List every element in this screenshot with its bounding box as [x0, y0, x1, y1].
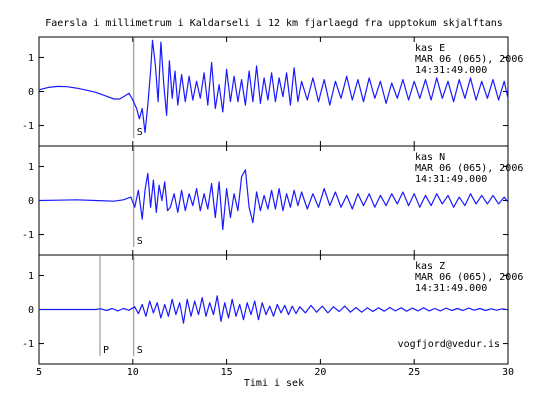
x-tick-label: 5: [36, 367, 42, 378]
phase-marker-label: S: [137, 127, 143, 138]
y-tick-label: 1: [28, 162, 34, 173]
chart-title: Faersla i millimetrum i Kaldarseli i 12 …: [45, 18, 503, 29]
x-tick-label: 10: [127, 367, 139, 378]
phase-marker-label: S: [137, 345, 143, 356]
y-tick-label: 0: [28, 196, 34, 207]
y-tick-label: 0: [28, 87, 34, 98]
y-tick-label: 0: [28, 305, 34, 316]
waveform-line: [39, 295, 509, 324]
time-label: 14:31:49.000: [415, 174, 487, 185]
phase-marker-label: P: [103, 345, 109, 356]
waveform-line: [38, 39, 509, 133]
time-label: 14:31:49.000: [415, 65, 487, 76]
station-label: kas E: [415, 43, 445, 54]
watermark: vogfjord@vedur.is: [398, 339, 500, 350]
x-tick-label: 25: [408, 367, 420, 378]
y-tick-label: 1: [28, 271, 34, 282]
y-tick-label: -1: [22, 339, 34, 350]
phase-marker-label: S: [137, 236, 143, 247]
station-label: kas Z: [415, 261, 445, 272]
y-tick-label: -1: [22, 230, 34, 241]
y-tick-label: -1: [22, 121, 34, 132]
date-label: MAR 06 (065), 2006: [415, 54, 523, 65]
y-tick-label: 1: [28, 53, 34, 64]
x-tick-label: 15: [221, 367, 233, 378]
time-label: 14:31:49.000: [415, 283, 487, 294]
station-label: kas N: [415, 152, 445, 163]
waveform-line: [38, 169, 509, 231]
x-axis-label: Timi i sek: [244, 378, 304, 389]
x-tick-label: 30: [502, 367, 514, 378]
x-tick-label: 20: [314, 367, 326, 378]
date-label: MAR 06 (065), 2006: [415, 272, 523, 283]
date-label: MAR 06 (065), 2006: [415, 163, 523, 174]
